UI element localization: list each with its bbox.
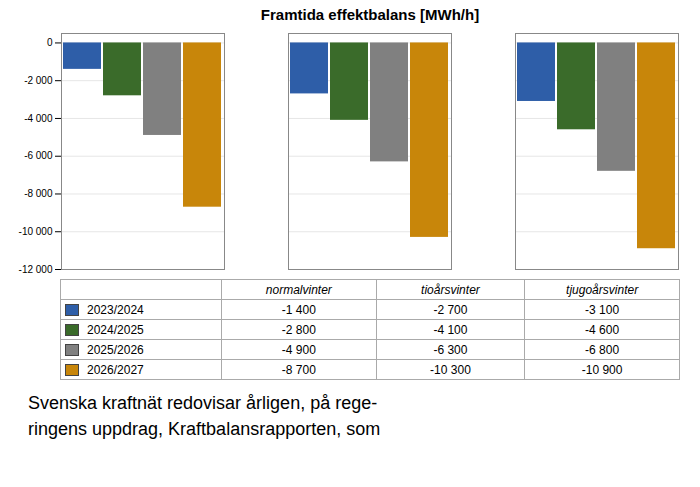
html-text:-10 900: -10 900 [581,362,623,377]
html-text:-4 900: -4 900 [281,342,316,357]
svg-text:-6 000: -6 000 [24,150,53,161]
svg-text:-2 000: -2 000 [24,75,53,86]
html-text:-2 800: -2 800 [281,322,316,337]
html-text:Svenska kraftnät redovisar årl: Svenska kraftnät redovisar årligen, på r… [28,393,381,440]
svg-text:-12 000: -12 000 [19,264,53,275]
html-text:tjugoårsvinter: tjugoårsvinter [566,282,639,297]
svg-text:-4 000: -4 000 [24,113,53,124]
html-text:-4 600: -4 600 [585,322,620,337]
svg-text:-8 000: -8 000 [24,188,53,199]
html-text:-4 100: -4 100 [433,322,468,337]
html-text:-10 300: -10 300 [430,362,471,377]
svg-text:0: 0 [47,37,53,48]
html-text:2025/2026: 2025/2026 [87,342,144,357]
html-text:-3 100: -3 100 [585,302,620,317]
html-text:tioårsvinter: tioårsvinter [421,282,480,297]
html-text:2024/2025: 2024/2025 [87,322,144,337]
svg-text:-10 000: -10 000 [19,226,53,237]
html-text:2023/2024: 2023/2024 [87,302,144,317]
html-text:2026/2027: 2026/2027 [87,362,144,377]
html-text:-8 700: -8 700 [281,362,316,377]
html-text:-6 800: -6 800 [585,342,620,357]
html-text:-2 700: -2 700 [433,302,468,317]
html-text:-1 400: -1 400 [281,302,316,317]
html-text:-6 300: -6 300 [433,342,468,357]
html-text:normalvinter: normalvinter [265,282,332,297]
html-text:Framtida effektbalans [MWh/h]: Framtida effektbalans [MWh/h] [260,6,480,23]
